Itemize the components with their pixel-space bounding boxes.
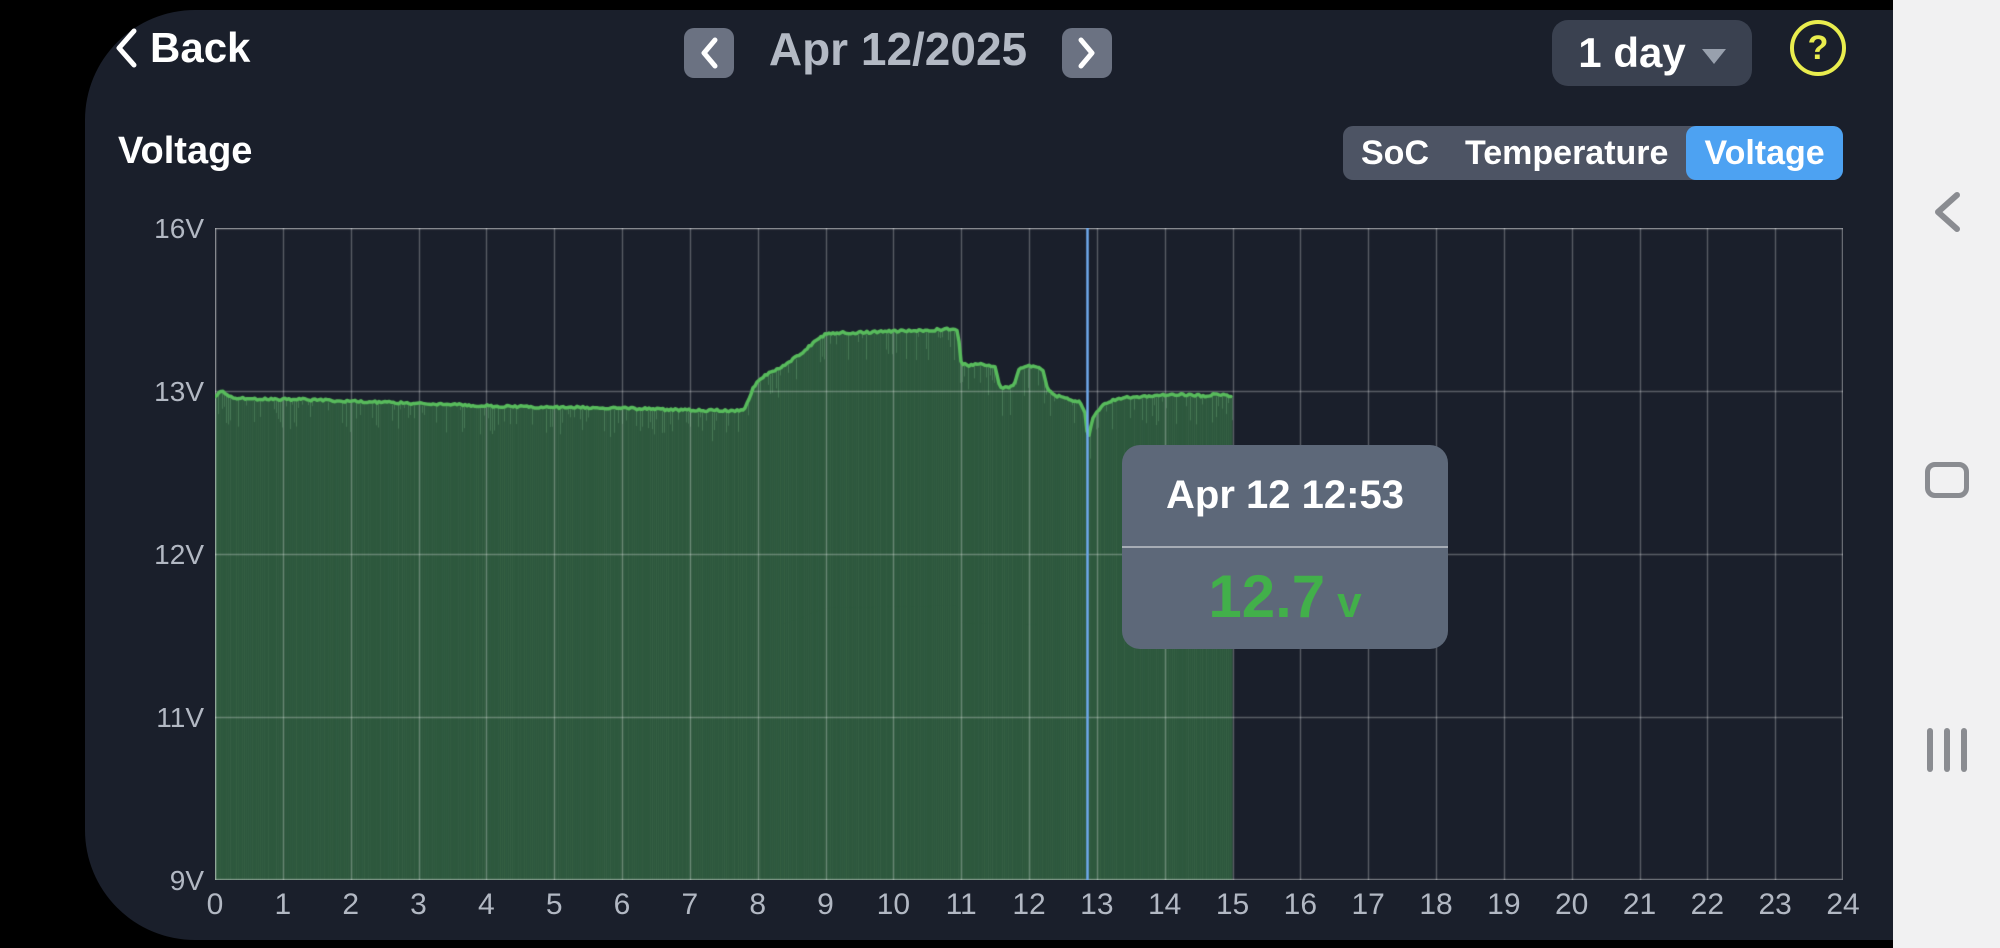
- x-axis-tick-label: 12: [1012, 888, 1046, 921]
- y-axis-tick-label: 11V: [156, 702, 204, 733]
- previous-day-button[interactable]: [684, 28, 734, 78]
- x-axis-tick-label: 23: [1758, 888, 1792, 921]
- nav-home-button[interactable]: [1893, 460, 2000, 500]
- next-day-button[interactable]: [1062, 28, 1112, 78]
- tab-voltage[interactable]: Voltage: [1686, 126, 1843, 180]
- back-button[interactable]: Back: [112, 24, 250, 72]
- y-axis-tick-label: 12V: [154, 539, 204, 570]
- tooltip-value-row: 12.7 v: [1122, 548, 1448, 649]
- x-axis-tick-label: 14: [1147, 888, 1182, 921]
- voltage-chart-canvas[interactable]: [215, 228, 1843, 880]
- y-axis-tick-label: 13V: [154, 376, 204, 407]
- nav-back-button[interactable]: [1893, 190, 2000, 234]
- back-label: Back: [150, 24, 251, 71]
- tab-soc[interactable]: SoC: [1361, 133, 1429, 172]
- range-dropdown[interactable]: 1 day: [1552, 20, 1752, 86]
- chart-title: Voltage: [118, 130, 253, 172]
- date-label: Apr 12/2025: [768, 23, 1028, 75]
- chart-tooltip: Apr 12 12:53 12.7 v: [1122, 445, 1448, 649]
- x-axis-tick-label: 19: [1487, 888, 1521, 921]
- x-axis-tick-label: 0: [206, 888, 224, 921]
- x-axis-tick-label: 22: [1690, 888, 1725, 921]
- chevron-left-icon: [698, 36, 720, 70]
- tooltip-unit: v: [1337, 578, 1362, 627]
- x-axis-tick-label: 20: [1554, 888, 1589, 921]
- x-axis-tick-label: 2: [342, 888, 359, 921]
- x-axis-tick-label: 9: [817, 888, 834, 921]
- x-axis-tick-label: 3: [410, 888, 427, 921]
- tab-temperature[interactable]: Temperature: [1465, 133, 1669, 172]
- x-axis-tick-label: 10: [876, 888, 911, 921]
- x-axis-tick-label: 16: [1283, 888, 1318, 921]
- metric-tab-group: SoC Temperature Voltage: [1343, 126, 1843, 180]
- x-axis-tick-label: 24: [1826, 888, 1860, 921]
- chevron-down-icon: [1701, 48, 1726, 64]
- x-axis-tick-label: 5: [545, 888, 563, 921]
- nav-recents-button[interactable]: [1893, 726, 2000, 774]
- back-chevron-icon: [112, 26, 140, 70]
- tooltip-value: 12.7: [1208, 563, 1326, 630]
- chevron-right-icon: [1076, 36, 1098, 70]
- help-button[interactable]: ?: [1790, 20, 1846, 76]
- x-axis-tick-label: 21: [1622, 888, 1657, 921]
- y-axis-tick-label: 16V: [154, 213, 204, 244]
- x-axis-tick-label: 1: [274, 888, 292, 921]
- x-axis-tick-label: 7: [681, 888, 699, 921]
- x-axis-tick-label: 4: [477, 888, 495, 921]
- help-question-icon: ?: [1807, 28, 1829, 67]
- x-axis-tick-label: 18: [1419, 888, 1453, 921]
- x-axis-tick-label: 11: [945, 888, 977, 921]
- x-axis-tick-label: 15: [1215, 888, 1250, 921]
- x-axis-tick-label: 8: [749, 888, 766, 921]
- android-nav-bar: [1893, 0, 2000, 948]
- nav-home-icon: [1924, 462, 1969, 498]
- nav-back-icon: [1927, 189, 1967, 235]
- x-axis-tick-label: 6: [613, 888, 631, 921]
- y-axis-tick-label: 9V: [169, 865, 204, 896]
- range-label: 1 day: [1578, 29, 1686, 76]
- nav-recents-icon: [1926, 728, 1967, 772]
- tooltip-timestamp: Apr 12 12:53: [1122, 445, 1448, 548]
- x-axis-tick-label: 17: [1351, 888, 1385, 921]
- x-axis-tick-label: 13: [1080, 888, 1114, 921]
